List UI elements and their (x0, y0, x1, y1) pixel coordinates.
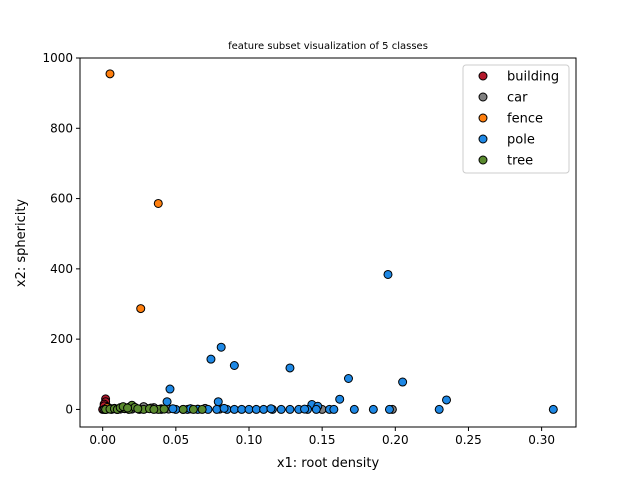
legend-label-pole: pole (507, 133, 535, 148)
legend-label-building: building (507, 70, 559, 85)
point-pole (548, 404, 558, 414)
point-fence (136, 304, 146, 314)
point-pole (206, 354, 216, 364)
legend-marker-tree (478, 155, 488, 165)
point-pole (276, 404, 286, 414)
point-tree (178, 404, 188, 414)
point-pole (383, 269, 393, 279)
y-axis-ticks: 0 200 400 600 800 1000 (42, 51, 80, 416)
point-tree (123, 403, 133, 413)
x-tick-label: 0.15 (309, 433, 336, 447)
x-tick-label: 0.05 (162, 433, 189, 447)
point-pole (349, 404, 359, 414)
chart-title: feature subset visualization of 5 classe… (228, 41, 428, 52)
legend-frame (462, 64, 570, 174)
point-pole (212, 404, 222, 414)
point-pole (229, 404, 239, 414)
point-pole (251, 404, 261, 414)
y-tick-label: 600 (50, 192, 73, 206)
point-fence (105, 69, 115, 79)
data-points (98, 69, 558, 414)
point-pole (237, 404, 247, 414)
point-pole (216, 342, 226, 352)
x-tick-label: 0.10 (236, 433, 263, 447)
point-tree (197, 404, 207, 414)
x-tick-label: 0.20 (382, 433, 409, 447)
x-axis-label: x1: root density (277, 456, 380, 471)
y-axis-label: x2: sphericity (14, 199, 29, 288)
point-pole (259, 404, 269, 414)
point-fence (153, 198, 163, 208)
point-pole (165, 384, 175, 394)
point-tree (133, 404, 143, 414)
y-tick-label: 800 (50, 121, 73, 135)
x-axis-ticks: 0.00 0.05 0.10 0.15 0.20 0.25 0.30 (89, 427, 555, 447)
point-pole (219, 403, 229, 413)
point-pole (311, 404, 321, 414)
legend-marker-fence (478, 113, 488, 123)
point-pole (343, 374, 353, 384)
point-tree (159, 404, 169, 414)
y-tick-label: 0 (65, 402, 73, 416)
legend-marker-building (478, 71, 488, 81)
y-tick-label: 1000 (42, 51, 73, 65)
point-pole (285, 363, 295, 373)
legend-label-car: car (507, 91, 528, 106)
x-tick-label: 0.25 (455, 433, 482, 447)
point-tree (149, 404, 159, 414)
point-pole (335, 394, 345, 404)
point-pole (368, 404, 378, 414)
point-pole (213, 397, 223, 407)
point-pole (398, 377, 408, 387)
x-tick-label: 0.00 (89, 433, 116, 447)
plot-area (79, 57, 577, 428)
y-tick-label: 400 (50, 262, 73, 276)
point-pole (300, 404, 310, 414)
point-pole (442, 395, 452, 405)
legend-marker-car (478, 92, 488, 102)
point-pole (384, 404, 394, 414)
point-pole (229, 361, 239, 370)
legend-label-tree: tree (507, 154, 533, 169)
point-pole (168, 404, 178, 414)
point-pole (434, 404, 444, 414)
point-pole (285, 404, 295, 414)
point-tree (188, 404, 198, 414)
point-pole (244, 404, 254, 414)
point-pole (162, 397, 172, 407)
point-pole (266, 404, 276, 414)
y-tick-label: 200 (50, 332, 73, 346)
legend: building car fence pole tree (462, 64, 570, 174)
point-pole (329, 404, 339, 414)
x-tick-label: 0.30 (528, 433, 555, 447)
legend-label-fence: fence (507, 112, 543, 127)
legend-marker-pole (478, 134, 488, 144)
